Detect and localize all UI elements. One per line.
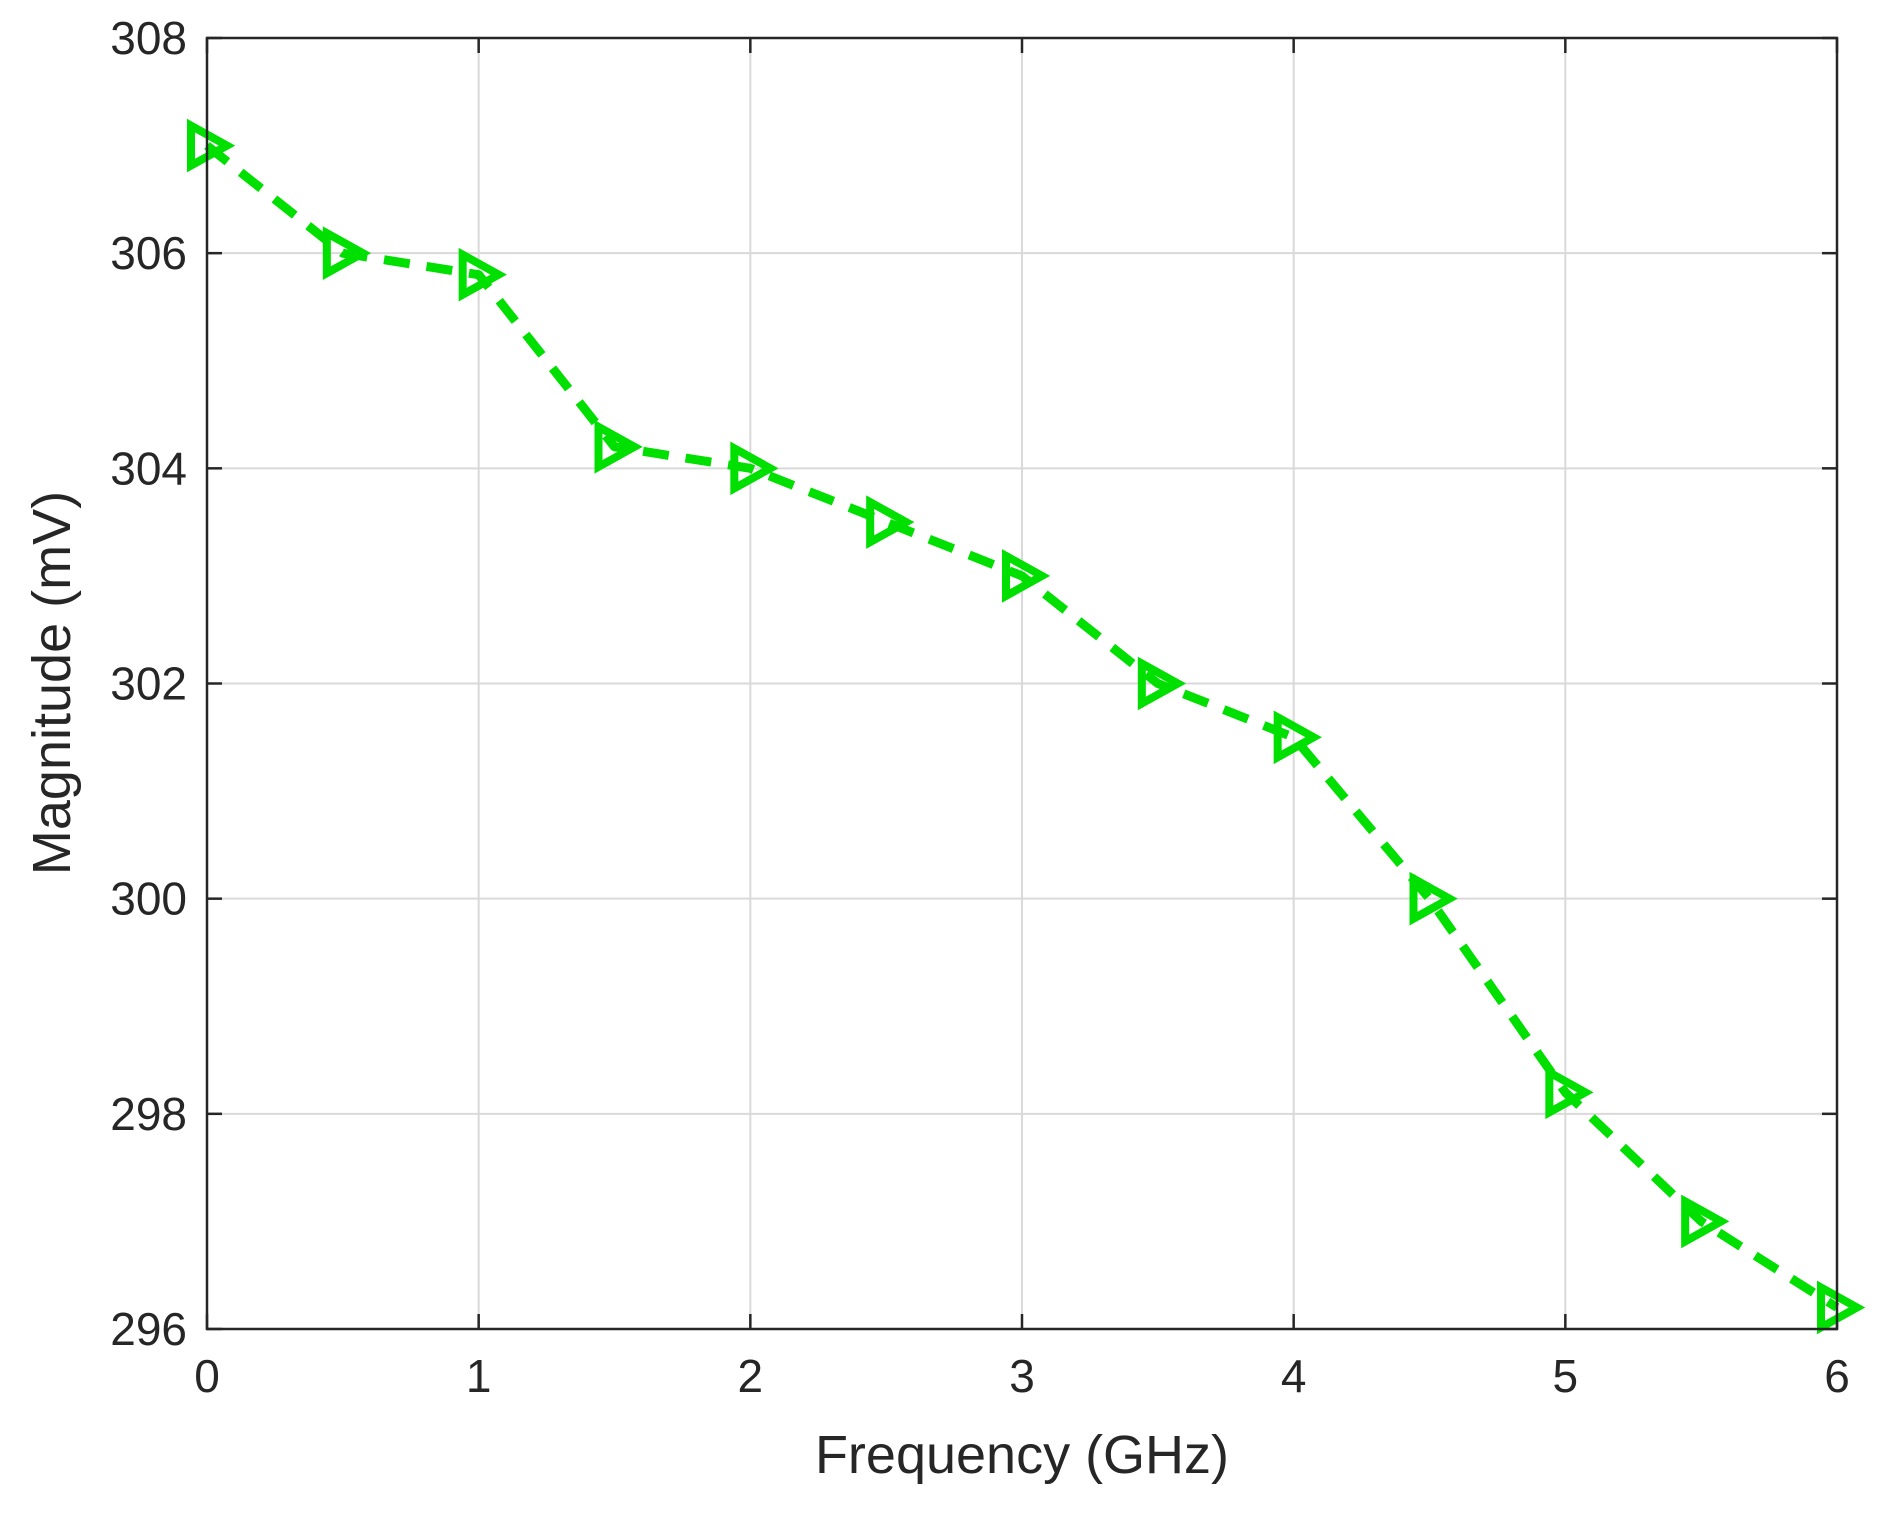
data-point-marker <box>458 247 507 302</box>
data-point-marker <box>594 420 643 474</box>
data-point-marker <box>1681 1194 1730 1249</box>
y-tick-label: 304 <box>110 442 187 494</box>
data-point-marker <box>1817 1280 1866 1335</box>
data-point-marker <box>322 226 372 280</box>
data-series <box>187 118 1866 1335</box>
data-point-marker <box>1137 656 1187 711</box>
x-tick-label: 3 <box>1009 1350 1035 1402</box>
data-point-marker <box>730 441 779 496</box>
data-point-marker <box>1545 1065 1594 1120</box>
x-tick-label: 5 <box>1553 1350 1579 1402</box>
y-tick-label: 306 <box>110 227 187 279</box>
x-tick-label: 6 <box>1824 1350 1850 1402</box>
y-tick-label: 298 <box>110 1088 187 1140</box>
x-tick-label: 2 <box>738 1350 764 1402</box>
y-tick-label: 296 <box>110 1303 187 1355</box>
data-point-marker <box>866 495 915 549</box>
data-point-marker <box>1002 549 1051 603</box>
data-point-marker <box>1273 710 1322 765</box>
data-point-marker <box>1409 871 1458 926</box>
x-tick-label: 4 <box>1281 1350 1307 1402</box>
data-point-marker <box>187 118 236 173</box>
series-line <box>204 142 1840 1312</box>
y-tick-label: 308 <box>110 12 187 64</box>
y-tick-label: 302 <box>110 658 187 710</box>
x-axis-label: Frequency (GHz) <box>815 1425 1229 1485</box>
x-tick-label: 0 <box>194 1350 220 1402</box>
x-tick-label: 1 <box>466 1350 492 1402</box>
axes-box <box>205 36 1839 1331</box>
y-axis-label: Magnitude (mV) <box>22 491 82 875</box>
tick-labels: 0 1 2 3 4 5 6 296 298 300 302 304 306 308 <box>110 12 1850 1402</box>
y-tick-label: 300 <box>110 873 187 925</box>
